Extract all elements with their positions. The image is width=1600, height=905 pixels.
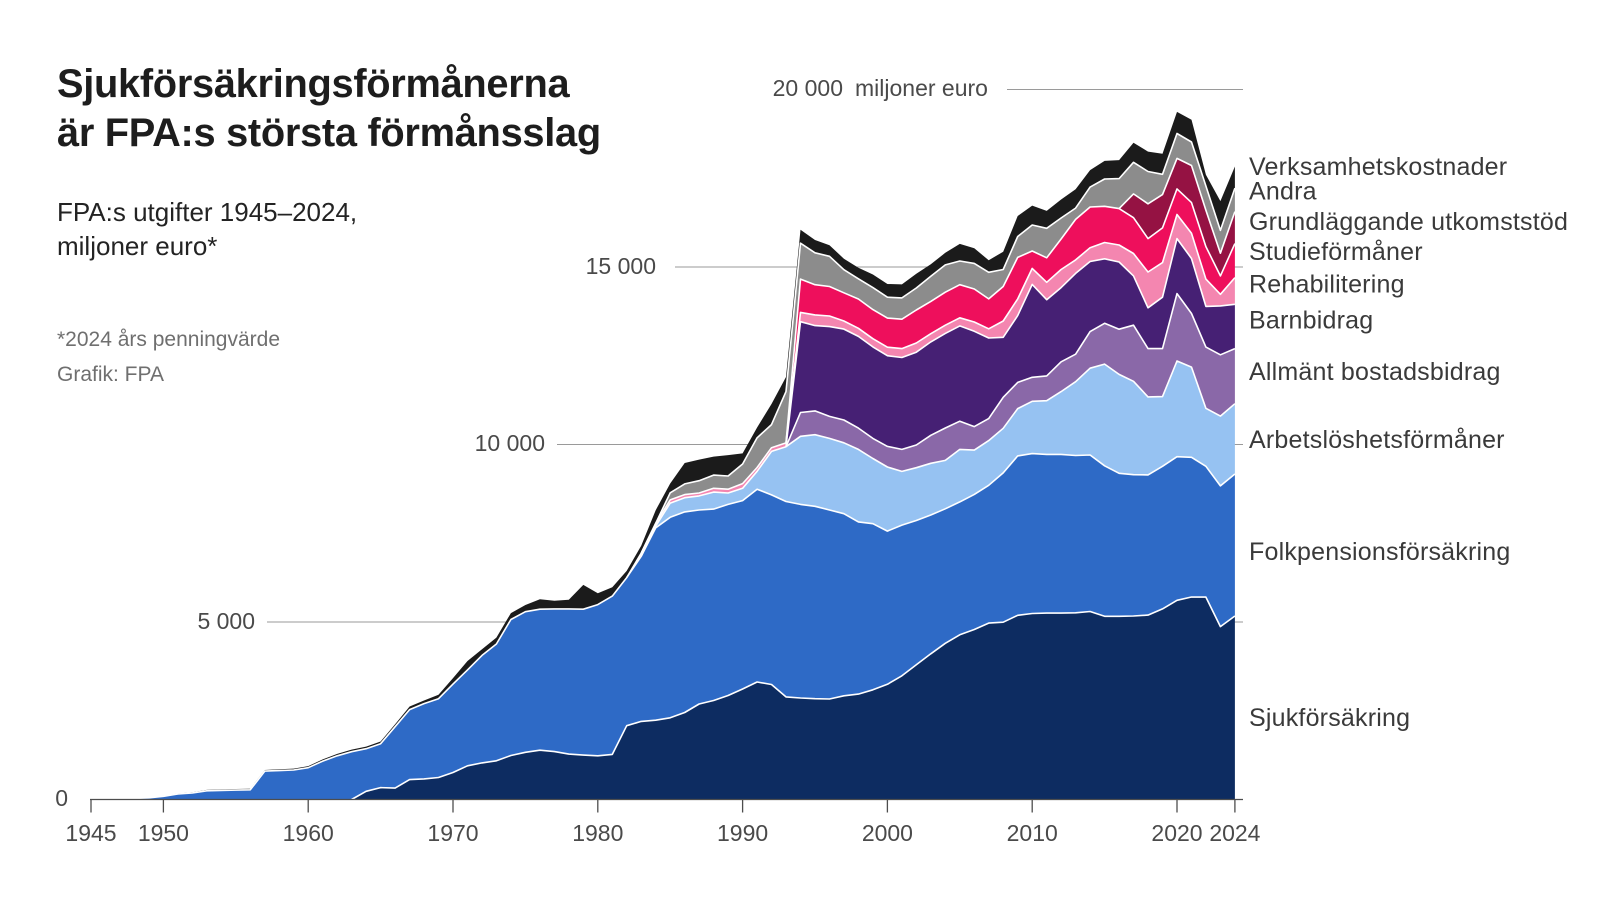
svg-text:Sjukförsäkring: Sjukförsäkring bbox=[1249, 704, 1410, 732]
svg-text:2010: 2010 bbox=[1007, 820, 1058, 846]
svg-text:Grundläggande utkomststöd: Grundläggande utkomststöd bbox=[1249, 208, 1568, 236]
svg-text:5 000: 5 000 bbox=[197, 608, 255, 634]
svg-text:2024: 2024 bbox=[1209, 820, 1260, 846]
svg-text:1945: 1945 bbox=[65, 820, 116, 846]
svg-text:Verksamhetskostnader: Verksamhetskostnader bbox=[1249, 153, 1507, 181]
svg-text:1980: 1980 bbox=[572, 820, 623, 846]
svg-text:1970: 1970 bbox=[427, 820, 478, 846]
svg-text:2000: 2000 bbox=[862, 820, 913, 846]
svg-text:Allmänt bostadsbidrag: Allmänt bostadsbidrag bbox=[1249, 358, 1501, 386]
svg-text:Barnbidrag: Barnbidrag bbox=[1249, 307, 1373, 335]
svg-text:Studieförmåner: Studieförmåner bbox=[1249, 238, 1423, 266]
svg-text:1990: 1990 bbox=[717, 820, 768, 846]
svg-text:1950: 1950 bbox=[138, 820, 189, 846]
svg-text:Rehabilitering: Rehabilitering bbox=[1249, 271, 1405, 299]
svg-text:Folkpensionsförsäkring: Folkpensionsförsäkring bbox=[1249, 538, 1510, 566]
svg-text:0: 0 bbox=[55, 785, 68, 811]
svg-text:miljoner euro: miljoner euro bbox=[855, 75, 988, 101]
svg-text:Andra: Andra bbox=[1249, 178, 1317, 206]
svg-text:10 000: 10 000 bbox=[475, 430, 545, 456]
svg-text:Arbetslöshetsförmåner: Arbetslöshetsförmåner bbox=[1249, 426, 1505, 454]
svg-text:20 000: 20 000 bbox=[773, 75, 843, 101]
svg-text:2020: 2020 bbox=[1151, 820, 1202, 846]
svg-text:1960: 1960 bbox=[283, 820, 334, 846]
svg-text:15 000: 15 000 bbox=[586, 253, 656, 279]
